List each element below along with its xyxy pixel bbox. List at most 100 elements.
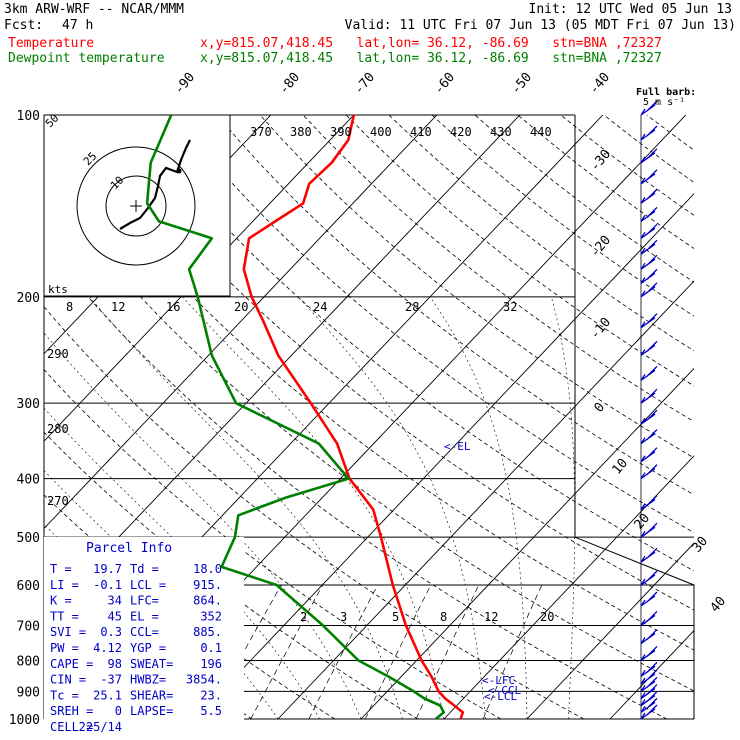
parcel-box-bg <box>44 537 244 729</box>
wind-barb <box>640 676 658 692</box>
forecast-label: Fcst: <box>4 18 44 33</box>
parcel-cell: CIN = <box>50 673 86 687</box>
wind-barb <box>640 669 658 685</box>
moist-adiabat <box>297 296 486 720</box>
parcel-cell: SHEAR= <box>130 688 173 702</box>
plot-right-border-lower <box>574 536 695 719</box>
dry-adiabat <box>259 115 694 459</box>
hodograph-tick-label: 20 <box>234 300 248 314</box>
wind-barb <box>640 704 658 720</box>
parcel-cell: CCL= <box>130 625 159 639</box>
wind-barb <box>640 282 658 298</box>
pressure-label: 1000 <box>9 713 40 728</box>
temperature-legend: Temperature <box>8 36 95 51</box>
parcel-info-box: Parcel Info T = 19.7 Td = 18.0 LI = -0.1 LCL = 9… <box>44 537 244 734</box>
theta-label: 430 <box>490 125 512 139</box>
isotherm-label: 10 <box>610 456 632 478</box>
isotherm-line <box>443 455 694 720</box>
parcel-cell: 19.7 <box>93 562 122 576</box>
isotherm-line <box>194 193 694 720</box>
parcel-cell: TT = <box>50 609 79 623</box>
parcel-cell: Td = <box>130 562 159 576</box>
parcel-cell: T = <box>50 562 72 576</box>
dry-adiabat <box>603 115 694 184</box>
pressure-label: 800 <box>17 654 40 669</box>
wind-barb <box>640 570 658 586</box>
isotherm-label: -20 <box>588 233 615 261</box>
wind-barb <box>640 547 658 563</box>
dry-adiabat <box>44 306 585 720</box>
dewpoint-location: x,y=815.07,418.45 lat,lon= 36.12, -86.69… <box>200 51 662 66</box>
isotherm-line <box>44 115 355 442</box>
wind-barb <box>640 239 658 255</box>
theta-e-label: 270 <box>47 494 69 508</box>
dry-adiabat <box>216 115 694 496</box>
dry-adiabat <box>345 115 694 387</box>
wind-barb <box>640 388 658 404</box>
wind-barb <box>640 429 658 445</box>
hodograph-tick-label: 24 <box>313 300 327 314</box>
mixing-ratio-label: 3 <box>340 610 347 624</box>
pressure-label: 500 <box>17 531 40 546</box>
parcel-cell: 0.3 <box>100 625 122 639</box>
isotherm-line <box>44 115 521 617</box>
wind-barb <box>640 223 658 239</box>
theta-label: 390 <box>330 125 352 139</box>
wind-barb <box>640 409 658 425</box>
hodograph-tick-label: 8 <box>66 300 73 314</box>
wind-barb <box>640 313 658 329</box>
isotherm-label: -60 <box>432 70 459 98</box>
parcel-cell: 23. <box>200 688 222 702</box>
parcel-cell: 34 <box>108 594 122 608</box>
isotherm-label: -80 <box>277 70 304 98</box>
moist-adiabat <box>551 296 576 720</box>
theta-label: 380 <box>290 125 312 139</box>
parcel-cell: -0.1 <box>93 578 122 592</box>
hodograph-tick-label: 16 <box>166 300 180 314</box>
init-time: Init: 12 UTC Wed 05 Jun 13 <box>528 2 733 17</box>
parcel-cell: 885. <box>193 625 222 639</box>
parcel-cell: 0.1 <box>200 641 222 655</box>
isotherm-line <box>360 367 694 720</box>
mixing-ratio-label: 2 <box>300 610 307 624</box>
mixing-ratio-line <box>250 584 324 720</box>
parcel-cell: K = <box>50 594 72 608</box>
parcel-cell: 3854. <box>186 673 222 687</box>
theta-e-label: 290 <box>47 347 69 361</box>
isotherm-label: -50 <box>509 70 536 98</box>
wind-barb <box>640 697 658 713</box>
wind-barb <box>640 100 658 116</box>
parcel-cell: HWBZ= <box>130 673 166 687</box>
wind-barb <box>640 254 658 270</box>
wind-barb <box>640 610 658 626</box>
mixing-ratio-label: 20 <box>540 610 554 624</box>
parcel-cell: LI = <box>50 578 79 592</box>
wind-barb <box>640 629 658 645</box>
isotherm-label: 0 <box>592 400 609 416</box>
parcel-cell: SWEAT= <box>130 657 173 671</box>
wind-barb <box>640 340 658 356</box>
mixing-ratio-line <box>308 584 379 720</box>
dry-adiabat <box>646 115 694 151</box>
isotherm-line <box>526 542 694 720</box>
parcel-cell: 352 <box>200 609 222 623</box>
isotherm-line <box>44 115 438 530</box>
dry-adiabat <box>173 115 694 533</box>
parcel-cell: 864. <box>193 594 222 608</box>
theta-label: 440 <box>530 125 552 139</box>
moist-adiabat <box>44 470 279 720</box>
temperature-location: x,y=815.07,418.45 lat,lon= 36.12, -86.69… <box>200 36 662 51</box>
hodograph-trace <box>119 139 191 230</box>
isotherm-label: -40 <box>587 70 614 98</box>
wind-barb <box>640 188 658 204</box>
dewpoint-legend: Dewpoint temperature <box>8 51 165 66</box>
dry-adiabat <box>44 242 668 720</box>
mixing-ratio-label: 5 <box>392 610 399 624</box>
parcel-cell: 196 <box>200 657 222 671</box>
pressure-label: 300 <box>17 397 40 412</box>
pressure-label: 900 <box>17 685 40 700</box>
barb-legend-units: 5 m s⁻¹ <box>643 97 685 108</box>
dry-adiabat <box>302 115 694 423</box>
parcel-cell: YGP = <box>130 641 166 655</box>
